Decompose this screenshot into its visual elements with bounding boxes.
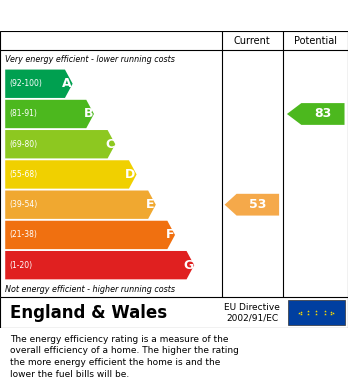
Text: F: F [165,228,174,241]
Text: Very energy efficient - lower running costs: Very energy efficient - lower running co… [5,56,175,65]
Text: 53: 53 [249,198,267,211]
Text: 83: 83 [314,108,332,120]
Text: E: E [146,198,155,211]
Text: B: B [84,108,93,120]
Polygon shape [5,160,137,188]
Text: The energy efficiency rating is a measure of the
overall efficiency of a home. T: The energy efficiency rating is a measur… [10,335,239,379]
Text: (55-68): (55-68) [9,170,38,179]
Text: Current: Current [234,36,271,46]
Text: G: G [183,259,193,272]
Text: Not energy efficient - higher running costs: Not energy efficient - higher running co… [5,285,175,294]
Text: Energy Efficiency Rating: Energy Efficiency Rating [10,8,213,23]
Polygon shape [5,100,94,128]
Text: (39-54): (39-54) [9,200,38,209]
Polygon shape [224,194,279,215]
Text: (1-20): (1-20) [9,261,32,270]
Text: England & Wales: England & Wales [10,304,168,322]
Text: EU Directive
2002/91/EC: EU Directive 2002/91/EC [224,303,280,323]
Text: A: A [62,77,72,90]
Text: C: C [105,138,114,151]
Polygon shape [5,70,73,98]
Text: (81-91): (81-91) [9,109,37,118]
Polygon shape [5,130,115,158]
Text: (92-100): (92-100) [9,79,42,88]
Polygon shape [5,221,175,249]
Text: (69-80): (69-80) [9,140,38,149]
Polygon shape [5,251,194,279]
Text: D: D [125,168,136,181]
Polygon shape [287,103,345,125]
Bar [288,300,345,325]
Text: Potential: Potential [294,36,337,46]
Polygon shape [5,190,156,219]
Text: (21-38): (21-38) [9,230,37,239]
